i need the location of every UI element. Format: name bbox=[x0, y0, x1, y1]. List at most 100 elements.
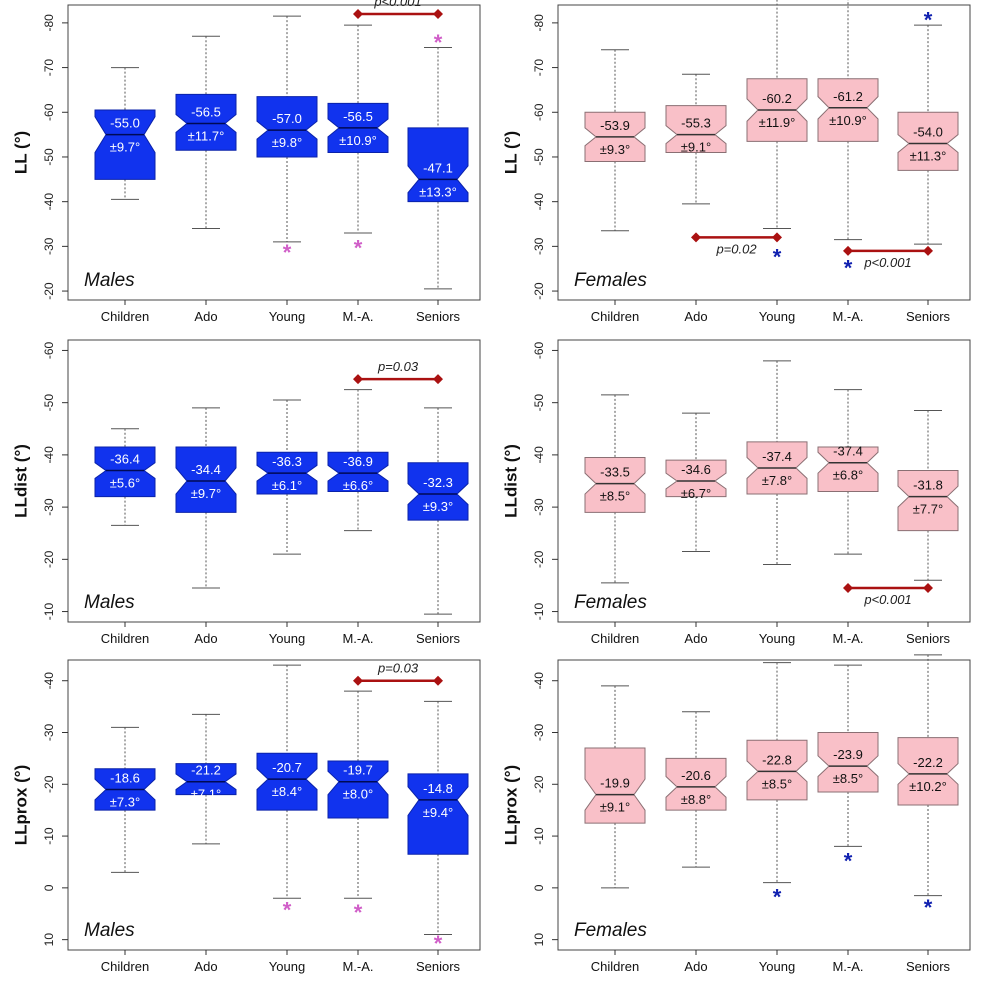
mean-label: -53.9 bbox=[600, 118, 630, 133]
mean-label: -22.2 bbox=[913, 755, 943, 770]
outlier-asterisk: * bbox=[924, 895, 933, 920]
significance-marker bbox=[923, 245, 933, 256]
notched-box bbox=[584, 457, 646, 513]
box-seniors: -31.8 ±7.7° bbox=[897, 410, 959, 581]
y-tick-label: -40 bbox=[532, 446, 546, 464]
sex-label: Females bbox=[574, 920, 647, 941]
significance-bar: p<0.001 bbox=[353, 0, 443, 19]
box-ado: -21.2 ±7.1° bbox=[175, 713, 237, 845]
significance-marker bbox=[843, 245, 853, 256]
x-tick-label: M.-A. bbox=[342, 309, 373, 324]
sd-label: ±7.3° bbox=[110, 794, 140, 809]
x-tick-label: Young bbox=[759, 631, 795, 646]
y-tick-label: -40 bbox=[42, 446, 56, 464]
y-tick-label: -10 bbox=[532, 827, 546, 845]
sd-label: ±7.7° bbox=[913, 502, 943, 517]
x-tick-label: Ado bbox=[194, 631, 217, 646]
x-tick-label: Seniors bbox=[416, 309, 461, 324]
outlier-asterisk: * bbox=[283, 240, 292, 265]
y-tick-label: -20 bbox=[532, 775, 546, 793]
sd-label: ±6.1° bbox=[272, 478, 302, 493]
y-tick-label: -60 bbox=[42, 341, 56, 359]
y-tick-label: -80 bbox=[42, 14, 56, 32]
y-axis-label: LLprox (°) bbox=[501, 765, 520, 845]
sd-label: ±10.9° bbox=[829, 113, 867, 128]
significance-bar: p<0.001 bbox=[843, 245, 933, 270]
y-tick-label: -20 bbox=[42, 775, 56, 793]
box-children: -53.9 ±9.3° bbox=[584, 49, 646, 232]
sex-label: Females bbox=[574, 592, 647, 613]
box-seniors: -22.2 ±10.2° bbox=[897, 654, 959, 897]
x-tick-label: Young bbox=[269, 631, 305, 646]
significance-bar: p=0.03 bbox=[353, 661, 443, 686]
sd-label: ±9.7° bbox=[110, 140, 140, 155]
box-young: -20.7 ±8.4° bbox=[256, 664, 318, 899]
box-children: -19.9 ±9.1° bbox=[584, 685, 646, 889]
y-tick-label: -30 bbox=[532, 498, 546, 516]
box-children: -33.5 ±8.5° bbox=[584, 394, 646, 584]
y-axis-label: LL (°) bbox=[11, 131, 30, 174]
sex-label: Males bbox=[84, 592, 135, 613]
sd-label: ±13.3° bbox=[419, 184, 457, 199]
significance-bar: p<0.001 bbox=[843, 583, 933, 607]
mean-label: -57.0 bbox=[272, 111, 302, 126]
panel-1: -80 -70 -60 -50 -40 -30 -20 LL (°) Children Ado Yo… bbox=[11, 0, 481, 324]
y-tick-label: -50 bbox=[42, 394, 56, 412]
outlier-asterisk: * bbox=[924, 7, 933, 32]
y-tick-label: -30 bbox=[532, 237, 546, 255]
y-tick-label: 0 bbox=[532, 884, 546, 891]
significance-marker bbox=[772, 232, 782, 243]
box-young: -57.0 ±9.8° bbox=[256, 15, 318, 243]
sd-label: ±5.6° bbox=[110, 476, 140, 491]
x-tick-label: Ado bbox=[684, 631, 707, 646]
box-seniors: -14.8 ±9.4° bbox=[407, 700, 469, 935]
outlier-asterisk: * bbox=[773, 885, 782, 910]
significance-marker bbox=[843, 583, 853, 594]
y-tick-label: -10 bbox=[42, 603, 56, 621]
notched-box bbox=[407, 462, 469, 521]
sd-label: ±11.3° bbox=[910, 149, 947, 164]
y-tick-label: -20 bbox=[532, 550, 546, 568]
x-tick-label: Seniors bbox=[906, 631, 951, 646]
sd-label: ±7.1° bbox=[191, 787, 221, 802]
p-value-label: p=0.02 bbox=[715, 241, 757, 256]
mean-label: -36.3 bbox=[272, 454, 302, 469]
outlier-asterisk: * bbox=[283, 898, 292, 923]
x-tick-label: Seniors bbox=[906, 309, 951, 324]
y-tick-label: -30 bbox=[42, 237, 56, 255]
mean-label: -56.5 bbox=[191, 104, 221, 119]
x-tick-label: Seniors bbox=[416, 959, 461, 974]
mean-label: -19.9 bbox=[600, 776, 630, 791]
significance-bar: p=0.02 bbox=[691, 232, 782, 256]
box-ado: -20.6 ±8.8° bbox=[665, 711, 727, 868]
outlier-asterisk: * bbox=[844, 848, 853, 873]
box-ma: -56.5 ±10.9° bbox=[327, 24, 389, 234]
sd-label: ±6.6° bbox=[343, 478, 373, 493]
x-tick-label: M.-A. bbox=[342, 631, 373, 646]
significance-bar: p=0.03 bbox=[353, 359, 443, 385]
outlier-asterisk: * bbox=[434, 931, 443, 956]
y-tick-label: -60 bbox=[532, 341, 546, 359]
box-children: -55.0 ±9.7° bbox=[94, 67, 156, 200]
mean-label: -31.8 bbox=[913, 478, 943, 493]
x-tick-label: M.-A. bbox=[832, 309, 863, 324]
x-tick-label: Young bbox=[269, 309, 305, 324]
x-tick-label: Children bbox=[591, 309, 639, 324]
significance-marker bbox=[433, 675, 443, 686]
sd-label: ±10.9° bbox=[339, 133, 377, 148]
mean-label: -20.7 bbox=[272, 760, 302, 775]
outlier-asterisk: * bbox=[844, 255, 853, 280]
y-tick-label: -50 bbox=[42, 148, 56, 166]
y-tick-label: -10 bbox=[42, 827, 56, 845]
x-tick-label: Ado bbox=[684, 309, 707, 324]
y-tick-label: -40 bbox=[42, 672, 56, 690]
sd-label: ±8.8° bbox=[681, 792, 711, 807]
y-tick-label: -40 bbox=[532, 672, 546, 690]
mean-label: -19.7 bbox=[343, 763, 373, 778]
y-tick-label: 10 bbox=[532, 933, 546, 947]
mean-label: -23.9 bbox=[833, 747, 863, 762]
plot-frame bbox=[67, 659, 481, 951]
panel-4: -60 -50 -40 -30 -20 -10 LLdist (°) Children Ado Y… bbox=[501, 339, 971, 646]
